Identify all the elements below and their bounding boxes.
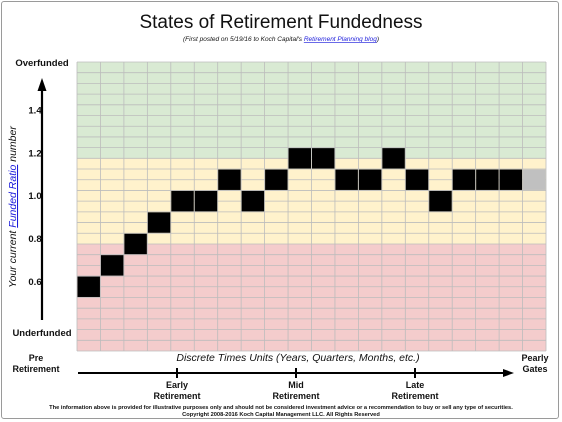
timeline-marker-label: Retirement <box>153 391 200 401</box>
y-tick-label: 1.0 <box>28 191 41 202</box>
chart-subtitle: (First posted on 5/19/16 to Koch Capital… <box>183 36 379 43</box>
funded-cell <box>241 190 265 212</box>
funded-cell <box>452 169 476 190</box>
funded-cell <box>77 276 100 297</box>
funded-cell <box>405 169 429 190</box>
funded-cell <box>124 233 147 255</box>
y-tick-label: 0.6 <box>28 277 41 288</box>
blog-link[interactable]: Retirement Planning blog <box>304 36 377 43</box>
y-top-label: Overfunded <box>15 58 69 69</box>
timeline-start-label: Pre <box>29 353 44 363</box>
funded-cell <box>358 169 382 190</box>
timeline-end-label: Pearly <box>521 353 548 363</box>
y-bottom-label: Underfunded <box>12 328 71 339</box>
timeline-start-label: Retirement <box>12 364 59 374</box>
y-tick-label: 1.4 <box>28 106 42 117</box>
footer-disclaimer: The information above is provided for il… <box>49 405 513 411</box>
funded-cell <box>476 169 499 190</box>
funded-cell <box>312 148 335 169</box>
ylabel-prefix: Your current <box>7 228 19 288</box>
subtitle-prefix: (First posted on 5/19/16 to Koch Capital… <box>183 36 304 43</box>
funded-cell <box>171 190 194 212</box>
timeline-marker-label: Early <box>166 380 188 390</box>
timeline-arrow-head <box>503 369 514 377</box>
funded-cell <box>335 169 358 190</box>
funded-cell <box>100 255 124 276</box>
funded-ratio-link[interactable]: Funded Ratio <box>7 165 19 228</box>
projected-cell <box>523 169 546 190</box>
funded-cell <box>194 190 218 212</box>
y-tick-label: 0.8 <box>28 234 41 245</box>
timeline-marker-label: Retirement <box>272 391 319 401</box>
timeline-end-label: Gates <box>522 364 547 374</box>
y-axis-arrow-head <box>37 78 47 91</box>
funded-cell <box>288 148 311 169</box>
y-axis-label: Your current Funded Ratio number <box>7 126 19 288</box>
funded-cell <box>147 212 171 233</box>
footer-copyright: Copyright 2008-2016 Koch Capital Managem… <box>182 412 380 418</box>
funded-cell <box>382 148 405 169</box>
funded-cell <box>499 169 523 190</box>
timeline-marker-label: Late <box>406 380 425 390</box>
funded-cell <box>218 169 241 190</box>
timeline-marker-label: Retirement <box>391 391 438 401</box>
chart-title: States of Retirement Fundedness <box>139 12 422 33</box>
subtitle-suffix: ) <box>376 36 379 43</box>
funded-cell <box>429 190 452 212</box>
y-tick-label: 1.2 <box>28 148 41 159</box>
ylabel-suffix: number <box>7 126 19 165</box>
timeline-marker-label: Mid <box>288 380 304 390</box>
x-axis-label: Discrete Times Units (Years, Quarters, M… <box>176 352 419 364</box>
funded-cell <box>265 169 288 190</box>
